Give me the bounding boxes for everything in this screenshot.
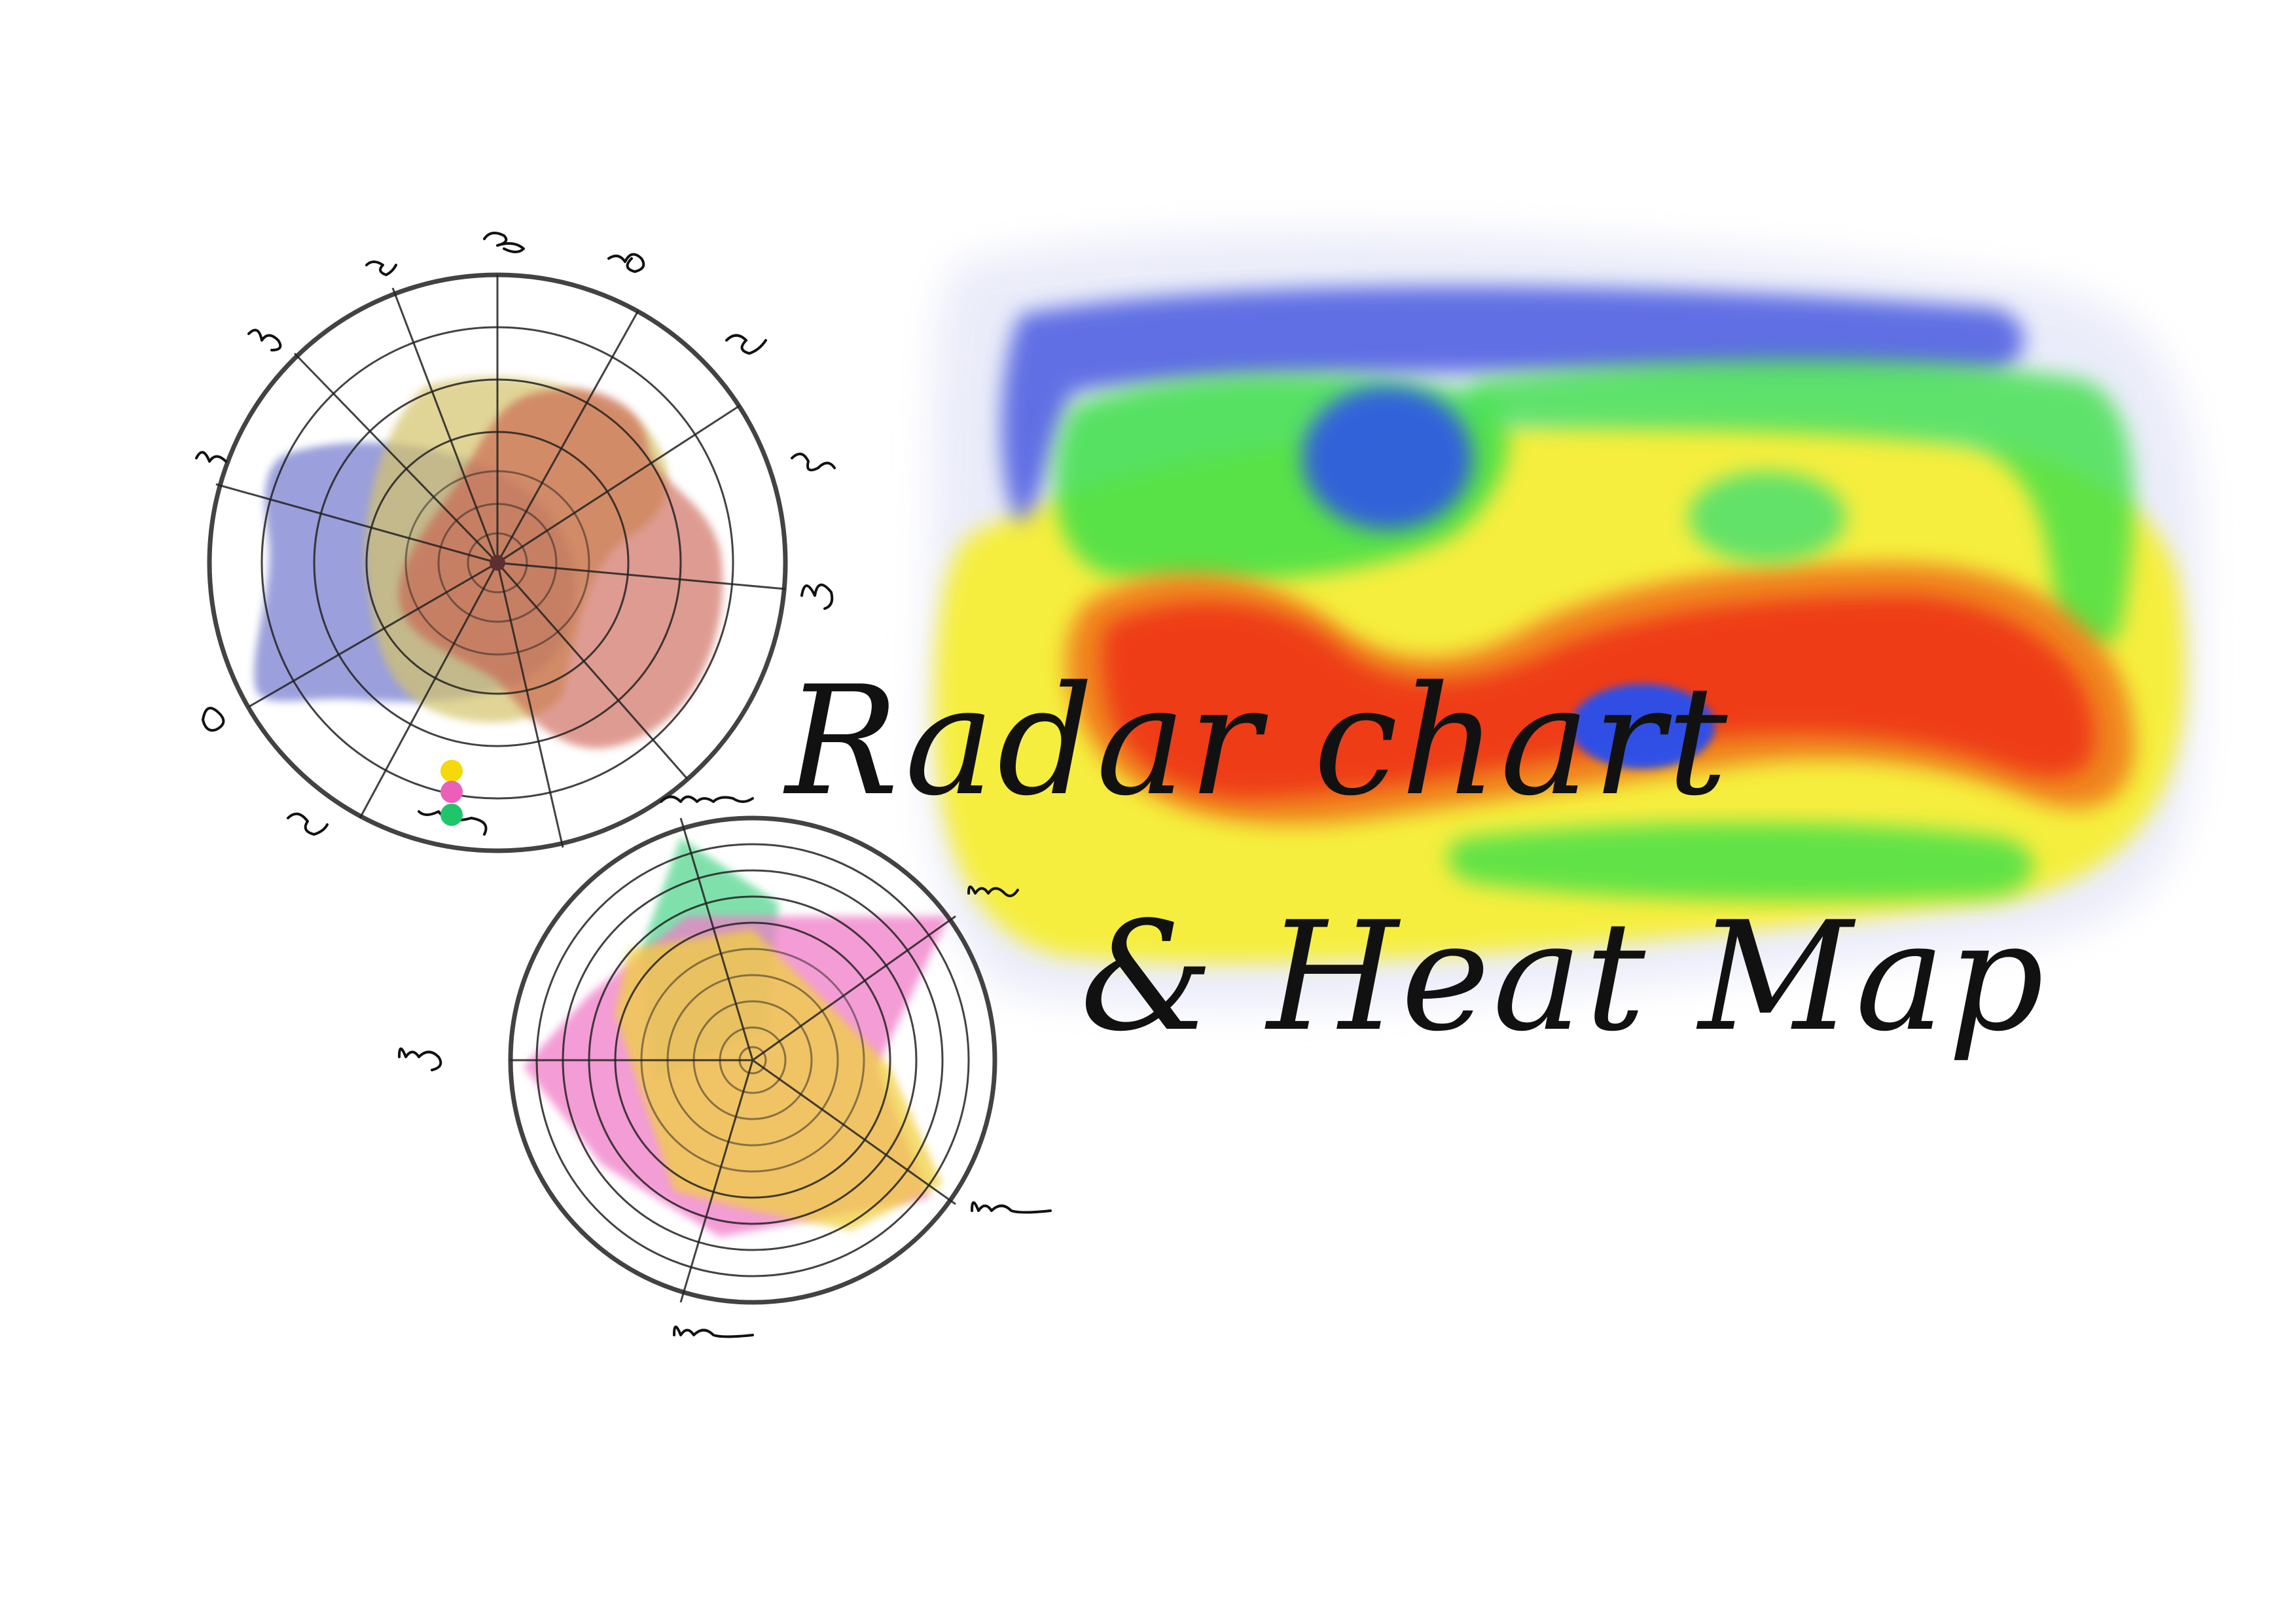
radar1-label-10 (287, 812, 329, 836)
radar1-label-3 (725, 334, 767, 355)
title-line-2: & Heat Map (1080, 890, 2047, 1065)
radar2-label-lower-right (971, 1201, 1052, 1214)
radar1-label-7 (247, 329, 282, 351)
radar1-label-4 (791, 452, 836, 472)
legend-dot-yellow (440, 760, 463, 782)
radar2-label-right (967, 885, 1019, 897)
radar1-label-9 (202, 707, 225, 732)
heatmap-green-bottom (1448, 823, 2034, 901)
radar1-label-5 (800, 583, 834, 610)
heatmap-blue-blob-1 (1302, 386, 1473, 530)
radar1-label-2 (607, 253, 645, 273)
radar1-center (490, 555, 505, 571)
title-line-1: Radar chart (785, 654, 1731, 829)
radar1-axis-labels (195, 232, 836, 836)
radar1-label-8 (195, 451, 227, 463)
heatmap-green-right (1465, 360, 2134, 644)
heatmap-green-blob (1689, 471, 1846, 563)
radar2-label-left (398, 1047, 442, 1071)
heatmap-blue-band (1001, 286, 2024, 524)
radar2-label-bottom (673, 1325, 754, 1338)
radar2-spokes (511, 817, 956, 1303)
radar-chart-1 (195, 232, 836, 853)
legend-dot-pink (440, 781, 463, 803)
legend-dot-green (440, 804, 463, 826)
radar1-label-1 (483, 232, 525, 253)
radar1-label-6 (365, 260, 397, 276)
radar-chart-2 (398, 795, 1052, 1338)
radar2-label-top (660, 795, 754, 803)
radar1-spokes (215, 275, 786, 848)
heat-map-painting (925, 232, 2200, 1009)
heatmap-blue-blob-2 (1571, 684, 1715, 769)
radar1-legend (440, 760, 463, 826)
radar2-axis-labels (398, 795, 1052, 1338)
